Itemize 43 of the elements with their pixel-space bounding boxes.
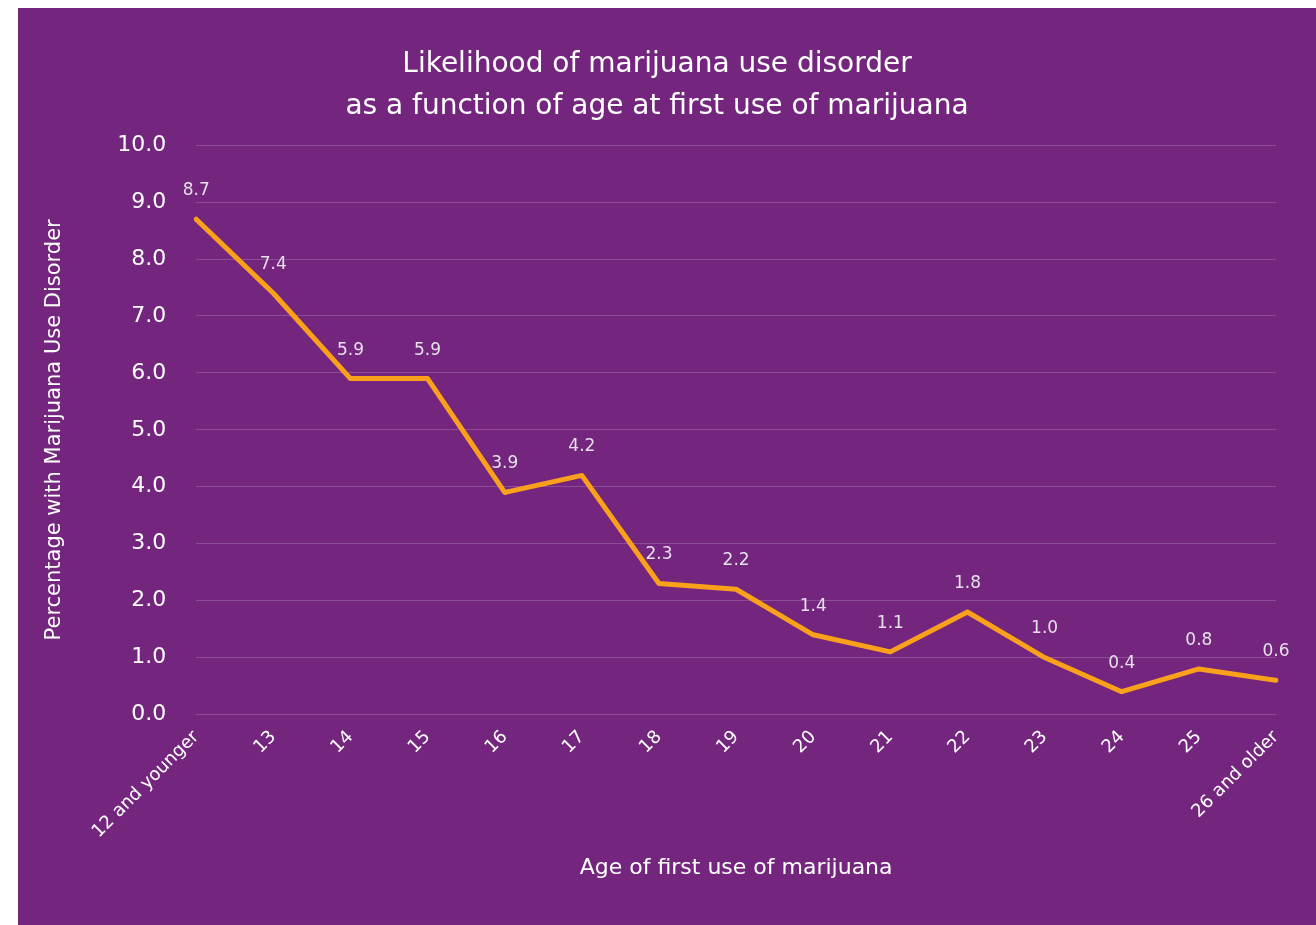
x-tick-label: 14 xyxy=(325,725,357,757)
data-label: 3.9 xyxy=(491,452,519,473)
y-tick-label: 0.0 xyxy=(131,700,167,726)
data-label: 1.4 xyxy=(799,594,827,615)
x-tick-label: 17 xyxy=(556,725,588,757)
x-tick-label: 16 xyxy=(479,725,511,757)
data-label: 1.1 xyxy=(876,611,904,632)
x-tick-label: 21 xyxy=(865,725,897,757)
chart-title: Likelihood of marijuana use disorder xyxy=(402,46,913,80)
data-label: 0.4 xyxy=(1108,651,1136,672)
data-label: 1.0 xyxy=(1031,617,1059,638)
x-tick-label: 25 xyxy=(1173,725,1205,757)
y-tick-label: 2.0 xyxy=(131,586,167,612)
y-tick-label: 8.0 xyxy=(131,244,167,270)
x-tick-label: 19 xyxy=(711,725,743,757)
x-tick-label: 18 xyxy=(634,725,666,757)
y-tick-label: 6.0 xyxy=(131,358,167,384)
chart-subtitle: as a function of age at first use of marijuana xyxy=(345,87,969,121)
x-tick-label: 20 xyxy=(788,725,820,757)
y-axis-title: Percentage with Marijuana Use Disorder xyxy=(41,218,66,641)
data-label: 0.8 xyxy=(1185,628,1213,649)
y-tick-label: 10.0 xyxy=(117,130,167,156)
x-tick-label: 15 xyxy=(402,725,434,757)
data-label: 8.7 xyxy=(182,179,210,200)
data-label: 4.2 xyxy=(568,435,596,456)
data-label: 2.3 xyxy=(645,543,673,564)
data-label: 5.9 xyxy=(414,338,442,359)
data-label: 0.6 xyxy=(1262,640,1290,661)
y-tick-label: 3.0 xyxy=(131,529,167,555)
data-label: 7.4 xyxy=(259,253,287,274)
y-tick-label: 5.0 xyxy=(131,415,167,441)
data-label: 1.8 xyxy=(953,571,981,592)
y-tick-label: 1.0 xyxy=(131,643,167,669)
x-tick-label: 13 xyxy=(248,725,280,757)
x-tick-label: 23 xyxy=(1019,725,1051,757)
y-tick-label: 7.0 xyxy=(131,301,167,327)
data-label: 5.9 xyxy=(336,338,364,359)
y-tick-label: 9.0 xyxy=(131,187,167,213)
data-label: 2.2 xyxy=(722,549,750,570)
x-tick-label: 24 xyxy=(1096,725,1128,757)
y-tick-label: 4.0 xyxy=(131,472,167,498)
x-axis-title: Age of first use of marijuana xyxy=(579,853,893,879)
x-tick-label: 22 xyxy=(942,725,974,757)
